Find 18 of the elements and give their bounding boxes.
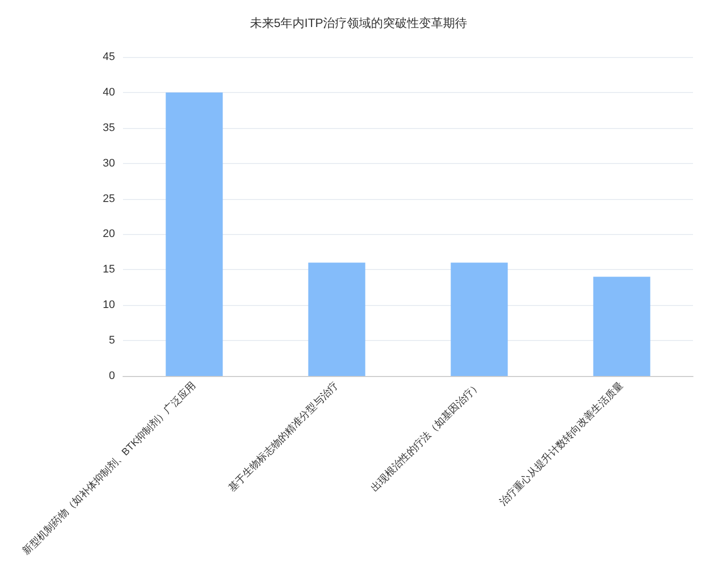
y-tick-label: 35 — [102, 122, 115, 134]
x-tick-label: 治疗重心从提升计数转向改善生活质量 — [496, 379, 626, 508]
y-tick-label: 15 — [102, 264, 115, 276]
y-tick-label: 25 — [102, 192, 115, 205]
bar — [308, 262, 366, 376]
bar — [166, 92, 223, 376]
y-tick-label: 30 — [102, 157, 115, 170]
y-tick-label: 40 — [102, 86, 115, 98]
y-tick-label: 20 — [102, 228, 115, 240]
y-tick-label: 5 — [108, 334, 115, 347]
bar — [593, 276, 650, 376]
y-tick-label: 0 — [108, 370, 115, 382]
x-tick-label: 出现根治性的疗法（如基因治疗） — [368, 379, 484, 494]
y-tick-label: 45 — [102, 51, 115, 63]
y-tick-label: 10 — [102, 299, 115, 312]
chart-title: 未来5年内ITP治疗领域的突破性变革期待 — [250, 16, 468, 30]
x-tick-label: 基于生物标志物的精准分型与治疗 — [226, 379, 341, 494]
bar — [450, 262, 508, 376]
